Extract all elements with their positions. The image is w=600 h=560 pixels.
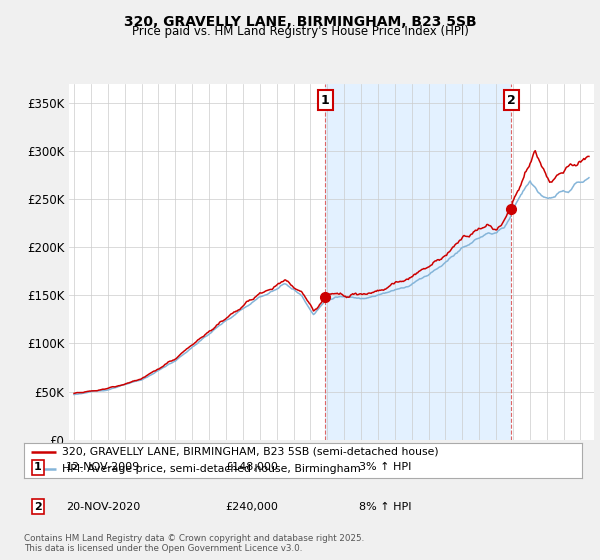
Text: Contains HM Land Registry data © Crown copyright and database right 2025.
This d: Contains HM Land Registry data © Crown c… [24, 534, 364, 553]
Text: £240,000: £240,000 [225, 502, 278, 512]
Text: Price paid vs. HM Land Registry's House Price Index (HPI): Price paid vs. HM Land Registry's House … [131, 25, 469, 39]
Text: 2: 2 [507, 94, 515, 106]
Bar [325, 84, 511, 440]
Text: 12-NOV-2009: 12-NOV-2009 [66, 462, 140, 472]
Text: £148,000: £148,000 [225, 462, 278, 472]
Text: 320, GRAVELLY LANE, BIRMINGHAM, B23 5SB (semi-detached house): 320, GRAVELLY LANE, BIRMINGHAM, B23 5SB … [62, 447, 439, 456]
Text: 320, GRAVELLY LANE, BIRMINGHAM, B23 5SB: 320, GRAVELLY LANE, BIRMINGHAM, B23 5SB [124, 15, 476, 29]
Text: 1: 1 [321, 94, 329, 106]
Text: 1: 1 [34, 462, 42, 472]
Text: 20-NOV-2020: 20-NOV-2020 [66, 502, 140, 512]
Text: 3% ↑ HPI: 3% ↑ HPI [359, 462, 411, 472]
Text: 2: 2 [34, 502, 42, 512]
Text: HPI: Average price, semi-detached house, Birmingham: HPI: Average price, semi-detached house,… [62, 464, 361, 474]
Text: 8% ↑ HPI: 8% ↑ HPI [359, 502, 412, 512]
